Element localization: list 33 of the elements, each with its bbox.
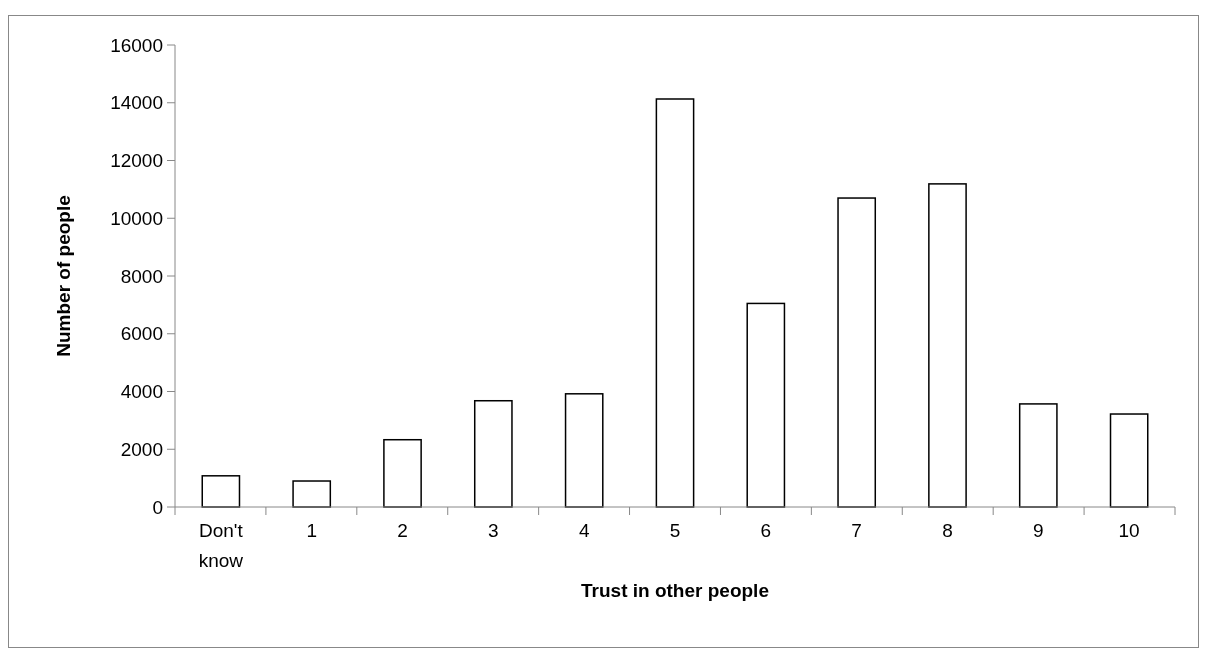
bar <box>746 302 786 508</box>
x-tick-label: 3 <box>488 520 499 541</box>
x-tick-label: 8 <box>942 520 953 541</box>
bar <box>928 183 967 508</box>
y-tick-label: 0 <box>152 496 163 518</box>
y-tick-label: 10000 <box>110 207 163 229</box>
y-tick-label: 2000 <box>120 438 163 460</box>
x-tick-label: 7 <box>851 520 862 541</box>
x-tick-label: 4 <box>578 520 590 541</box>
bar <box>473 399 513 508</box>
bar <box>1018 403 1058 508</box>
bar <box>292 480 332 508</box>
x-tick-label: 9 <box>1033 520 1044 541</box>
x-tick-label: Don't know <box>198 520 244 571</box>
x-tick-label: 2 <box>397 520 408 541</box>
x-tick-label: 10 <box>1118 520 1140 541</box>
bar <box>1109 413 1149 508</box>
x-tick-label: 5 <box>669 520 681 541</box>
bar <box>201 475 241 508</box>
bar <box>837 197 877 508</box>
y-axis-title: Number of people <box>53 195 74 357</box>
y-tick-label: 4000 <box>120 381 163 403</box>
y-tick-label: 6000 <box>120 323 163 345</box>
y-tick-label: 12000 <box>110 150 163 172</box>
y-tick-label: 14000 <box>110 92 163 114</box>
bar <box>655 98 695 508</box>
x-tick-label: 6 <box>760 520 772 541</box>
bar <box>564 393 604 508</box>
bar <box>383 438 422 508</box>
x-axis-title: Trust in other people <box>581 580 769 601</box>
y-tick-label: 8000 <box>120 265 163 287</box>
y-tick-label: 16000 <box>110 34 163 56</box>
x-tick-label: 1 <box>306 520 317 541</box>
